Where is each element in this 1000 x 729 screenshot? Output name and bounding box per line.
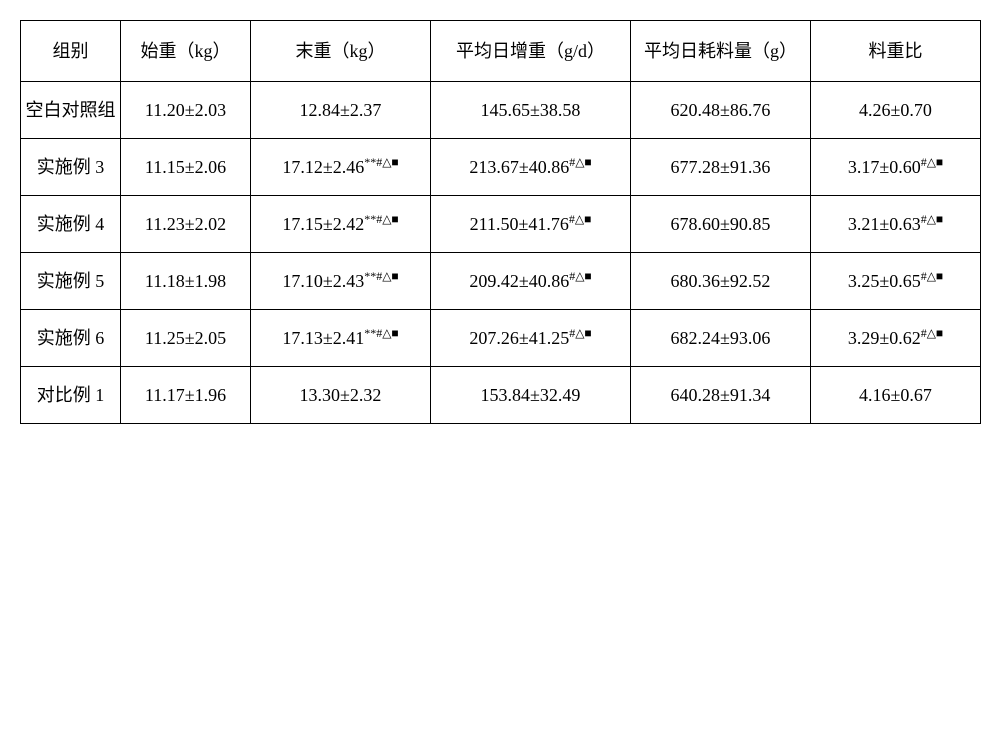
table-row: 实施例 5 11.18±1.98 17.10±2.43**#△■ 209.42±…	[21, 253, 981, 310]
cell-adg: 213.67±40.86#△■	[431, 139, 631, 196]
cell-group: 对比例 1	[21, 367, 121, 424]
cell-adfi: 680.36±92.52	[631, 253, 811, 310]
cell-fcr: 3.25±0.65#△■	[811, 253, 981, 310]
cell-adfi: 678.60±90.85	[631, 196, 811, 253]
table-header-row: 组别 始重（kg） 末重（kg） 平均日增重（g/d） 平均日耗料量（g） 料重…	[21, 21, 981, 82]
cell-group: 实施例 3	[21, 139, 121, 196]
cell-startweight: 11.20±2.03	[121, 82, 251, 139]
cell-adg: 153.84±32.49	[431, 367, 631, 424]
data-table: 组别 始重（kg） 末重（kg） 平均日增重（g/d） 平均日耗料量（g） 料重…	[20, 20, 981, 424]
table-row: 实施例 3 11.15±2.06 17.12±2.46**#△■ 213.67±…	[21, 139, 981, 196]
table-row: 对比例 1 11.17±1.96 13.30±2.32 153.84±32.49…	[21, 367, 981, 424]
cell-endweight: 17.15±2.42**#△■	[251, 196, 431, 253]
table-row: 空白对照组 11.20±2.03 12.84±2.37 145.65±38.58…	[21, 82, 981, 139]
cell-adfi: 640.28±91.34	[631, 367, 811, 424]
cell-fcr: 3.17±0.60#△■	[811, 139, 981, 196]
cell-group: 实施例 5	[21, 253, 121, 310]
col-header-startweight: 始重（kg）	[121, 21, 251, 82]
cell-startweight: 11.25±2.05	[121, 310, 251, 367]
cell-fcr: 3.21±0.63#△■	[811, 196, 981, 253]
cell-adfi: 677.28±91.36	[631, 139, 811, 196]
col-header-endweight: 末重（kg）	[251, 21, 431, 82]
cell-adg: 145.65±38.58	[431, 82, 631, 139]
table-row: 实施例 6 11.25±2.05 17.13±2.41**#△■ 207.26±…	[21, 310, 981, 367]
cell-endweight: 13.30±2.32	[251, 367, 431, 424]
cell-fcr: 4.26±0.70	[811, 82, 981, 139]
cell-endweight: 17.12±2.46**#△■	[251, 139, 431, 196]
cell-group: 实施例 6	[21, 310, 121, 367]
cell-endweight: 17.13±2.41**#△■	[251, 310, 431, 367]
cell-endweight: 12.84±2.37	[251, 82, 431, 139]
cell-startweight: 11.23±2.02	[121, 196, 251, 253]
cell-fcr: 4.16±0.67	[811, 367, 981, 424]
col-header-adfi: 平均日耗料量（g）	[631, 21, 811, 82]
cell-adg: 207.26±41.25#△■	[431, 310, 631, 367]
cell-fcr: 3.29±0.62#△■	[811, 310, 981, 367]
cell-startweight: 11.15±2.06	[121, 139, 251, 196]
cell-adfi: 682.24±93.06	[631, 310, 811, 367]
cell-startweight: 11.18±1.98	[121, 253, 251, 310]
cell-group: 实施例 4	[21, 196, 121, 253]
cell-adfi: 620.48±86.76	[631, 82, 811, 139]
col-header-fcr: 料重比	[811, 21, 981, 82]
cell-adg: 209.42±40.86#△■	[431, 253, 631, 310]
cell-startweight: 11.17±1.96	[121, 367, 251, 424]
cell-endweight: 17.10±2.43**#△■	[251, 253, 431, 310]
col-header-group: 组别	[21, 21, 121, 82]
col-header-adg: 平均日增重（g/d）	[431, 21, 631, 82]
table-row: 实施例 4 11.23±2.02 17.15±2.42**#△■ 211.50±…	[21, 196, 981, 253]
cell-adg: 211.50±41.76#△■	[431, 196, 631, 253]
cell-group: 空白对照组	[21, 82, 121, 139]
